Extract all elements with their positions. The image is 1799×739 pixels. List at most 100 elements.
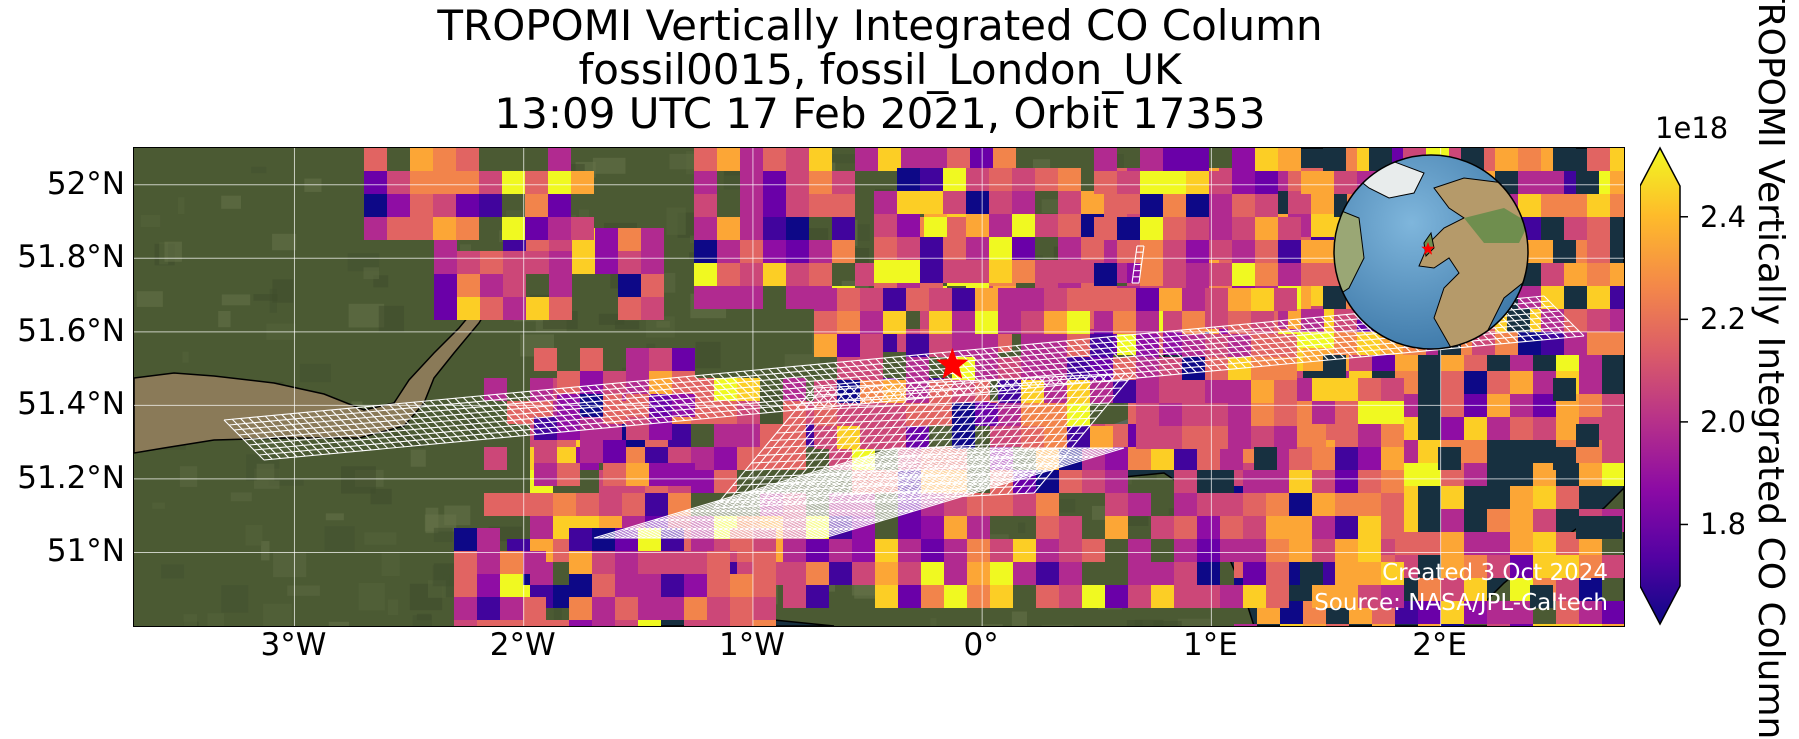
co-pixel [924,148,947,171]
co-pixel [595,251,618,274]
co-pixel [786,263,809,286]
co-pixel [1266,493,1289,516]
co-pixel [433,171,456,194]
co-pixel [874,260,897,283]
co-pixel [989,168,1012,191]
co-pixel [477,597,500,620]
co-pixel [1021,311,1044,334]
co-pixel [753,551,776,574]
co-pixel [920,237,943,260]
co-pixel [1541,263,1564,286]
co-pixel [707,574,730,597]
co-pixel [1174,539,1197,562]
lat-tick-label: 51.4°N [0,387,125,421]
co-pixel [975,288,998,311]
co-pixel [1220,447,1243,470]
co-pixel [1059,562,1082,585]
co-pixel [1182,288,1205,311]
co-pixel [525,171,548,194]
co-pixel [1553,378,1576,401]
co-pixel [763,217,786,240]
co-pixel [592,551,615,574]
co-pixel [645,493,668,516]
co-pixel [1326,624,1349,626]
co-pixel [1381,424,1404,447]
co-pixel [1128,585,1151,608]
co-pixel [1533,371,1556,394]
co-pixel [694,194,717,217]
co-pixel [1021,426,1044,449]
co-pixel [615,574,638,597]
co-pixel [1278,240,1301,263]
co-pixel [809,171,832,194]
co-pixel [1174,493,1197,516]
co-pixel [592,597,615,620]
co-pixel [809,148,832,171]
co-pixel [1464,440,1487,463]
co-pixel [569,551,592,574]
co-pixel [1602,463,1624,486]
co-pixel [694,240,717,263]
co-pixel [457,274,480,297]
co-pixel [1228,288,1251,311]
co-pixel [1163,194,1186,217]
co-pixel [1289,493,1312,516]
co-pixel [1301,263,1324,286]
co-pixel [1090,426,1113,449]
co-pixel [1136,426,1159,449]
co-pixel [433,194,456,217]
co-pixel [500,597,523,620]
co-pixel [989,237,1012,260]
co-pixel [1312,516,1335,539]
co-pixel [454,574,477,597]
co-pixel [1564,194,1587,217]
co-pixel [1013,539,1036,562]
co-pixel [1487,624,1510,626]
co-pixel [1602,440,1624,463]
co-pixel [852,562,875,585]
co-pixel [1174,470,1197,493]
co-pixel [477,528,500,551]
co-pixel [1013,493,1036,516]
co-pixel [638,597,661,620]
co-pixel [990,562,1013,585]
co-pixel [1182,380,1205,403]
co-pixel [1251,380,1274,403]
co-pixel [1335,562,1358,585]
co-pixel [410,217,433,240]
co-pixel [592,620,615,626]
co-pixel [457,251,480,274]
co-pixel [454,597,477,620]
co-pixel [569,620,592,626]
co-pixel [1163,240,1186,263]
co-pixel [1418,463,1441,486]
co-pixel [364,194,387,217]
co-pixel [1243,562,1266,585]
co-pixel [929,288,952,311]
co-pixel [753,574,776,597]
co-pixel [1358,378,1381,401]
co-pixel [1335,424,1358,447]
co-pixel [684,551,707,574]
co-pixel [1587,286,1610,309]
co-pixel [1228,426,1251,449]
co-pixel [1186,194,1209,217]
co-pixel [1311,214,1334,237]
co-pixel [480,251,503,274]
co-pixel [1441,371,1464,394]
co-pixel [1159,380,1182,403]
co-pixel [1358,493,1381,516]
co-pixel [454,551,477,574]
co-pixel [943,260,966,283]
co-pixel [1358,401,1381,424]
co-pixel [526,251,549,274]
co-pixel [1335,539,1358,562]
co-pixel [763,148,786,171]
co-pixel [1113,288,1136,311]
co-pixel [599,493,622,516]
co-pixel [1487,371,1510,394]
co-pixel [966,214,989,237]
co-pixel [966,260,989,283]
co-pixel [1082,585,1105,608]
co-pixel [571,217,594,240]
